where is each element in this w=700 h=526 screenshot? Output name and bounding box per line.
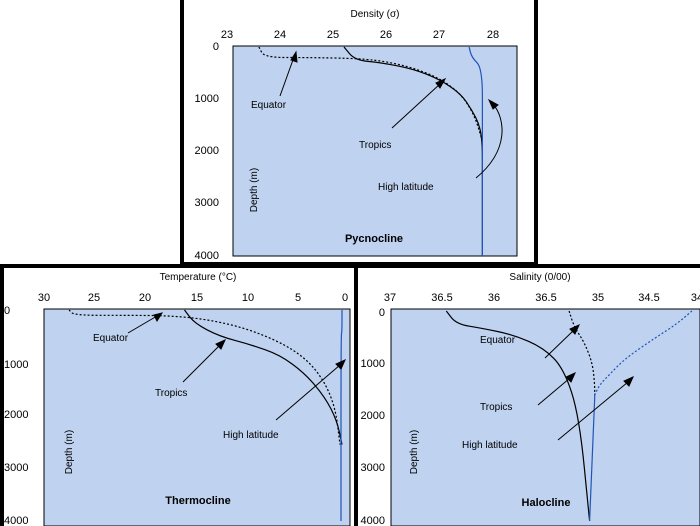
- arrowhead: [569, 324, 580, 335]
- pycnocline-xtick: 23: [221, 29, 233, 41]
- pycnocline-arrows: [279, 50, 503, 179]
- halocline-ytick: 4000: [361, 515, 385, 526]
- pycnocline-xtick: 28: [487, 29, 499, 41]
- pycnocline-ytick: 4000: [195, 250, 219, 262]
- arrowhead: [215, 339, 226, 350]
- pycnocline-label-tropics: Tropics: [359, 140, 391, 151]
- arrow-equator: [279, 56, 295, 97]
- thermocline-xtick: 30: [38, 292, 50, 304]
- pycnocline-label-equator: Equator: [251, 100, 287, 111]
- arrow-tropics: [537, 377, 571, 406]
- halocline-series-deep: [589, 395, 596, 522]
- arrow-high-latitude: [557, 381, 629, 441]
- thermocline-xtick: 10: [242, 292, 254, 304]
- thermocline-xtick: 5: [295, 292, 301, 304]
- arrowhead: [290, 50, 298, 63]
- arrow-high-latitude: [275, 364, 341, 421]
- arrowhead: [435, 77, 447, 89]
- halocline-plot-area: [390, 308, 700, 526]
- arrow-high-latitude: [475, 103, 503, 179]
- thermocline-xlabel: Temperature (°C): [160, 272, 237, 283]
- pycnocline-ytick: 0: [213, 41, 219, 53]
- halocline-title: Halocline: [522, 497, 571, 509]
- halocline-ytick: 2000: [361, 410, 385, 422]
- halocline-label-equator: Equator: [480, 335, 516, 346]
- halocline-xtick: 36: [488, 292, 500, 304]
- halocline-ylabel: Depth (m): [409, 430, 420, 474]
- pycnocline-ytick-group: 0 1000 2000 3000 4000: [195, 41, 219, 262]
- pycnocline-xtick: 24: [274, 29, 286, 41]
- pycnocline-plot-area: [232, 45, 518, 257]
- halocline-xtick: 37: [384, 292, 396, 304]
- arrow-tropics: [182, 344, 221, 383]
- halocline-label-tropics: Tropics: [480, 402, 512, 413]
- pycnocline-ytick: 2000: [195, 145, 219, 157]
- arrow-tropics: [391, 83, 441, 129]
- thermocline-ytick: 1000: [4, 359, 28, 371]
- halocline-xtick: 36.5: [535, 292, 556, 304]
- pycnocline-xtick: 25: [327, 29, 339, 41]
- pycnocline-ytick: 3000: [195, 197, 219, 209]
- arrow-equator: [544, 329, 575, 359]
- pycnocline-label-high-latitude: High latitude: [378, 182, 434, 193]
- halocline-panel: Salinity (0/00) 37 36.5 36 36.5 35 34.5 …: [354, 264, 700, 526]
- halocline-series-group: [445, 310, 693, 522]
- thermocline-xtick: 15: [191, 292, 203, 304]
- thermocline-series-high-latitude: [340, 309, 343, 521]
- thermocline-ytick-group: 0 1000 2000 3000 4000: [4, 305, 28, 526]
- thermocline-ytick: 0: [4, 305, 10, 317]
- halocline-xtick: 35: [592, 292, 604, 304]
- halocline-series-tropics: [445, 310, 591, 522]
- thermocline-arrows: [127, 312, 346, 421]
- arrowhead: [565, 372, 576, 383]
- arrow-equator: [127, 315, 158, 334]
- halocline-ytick: 0: [379, 307, 385, 319]
- thermocline-xtick: 20: [139, 292, 151, 304]
- thermocline-label-tropics: Tropics: [155, 388, 187, 399]
- thermocline-ytick: 4000: [4, 515, 28, 526]
- thermocline-ytick: 3000: [4, 462, 28, 474]
- halocline-ytick: 3000: [361, 462, 385, 474]
- thermocline-plot-area: [43, 308, 351, 526]
- pycnocline-ylabel: Depth (m): [249, 168, 260, 212]
- thermocline-xtick: 25: [88, 292, 100, 304]
- thermocline-ylabel: Depth (m): [64, 430, 75, 474]
- arrowhead: [335, 359, 346, 370]
- halocline-xtick-group: 37 36.5 36 36.5 35 34.5 34: [384, 292, 700, 304]
- pycnocline-ytick: 1000: [195, 93, 219, 105]
- halocline-xtick: 34.5: [638, 292, 659, 304]
- halocline-ytick: 1000: [361, 358, 385, 370]
- halocline-ytick-group: 0 1000 2000 3000 4000: [361, 307, 385, 526]
- thermocline-xtick-group: 30 25 20 15 10 5 0: [38, 292, 348, 304]
- pycnocline-series-high-latitude: [468, 46, 484, 256]
- pycnocline-xtick-group: 23 24 25 26 27 28: [221, 29, 499, 41]
- thermocline-xtick: 0: [342, 292, 348, 304]
- thermocline-label-equator: Equator: [93, 333, 129, 344]
- pycnocline-panel: Density (σ) 23 24 25 26 27 28 0 1000 200…: [180, 0, 538, 266]
- thermocline-ytick: 2000: [4, 409, 28, 421]
- thermocline-title: Thermocline: [165, 495, 230, 507]
- thermocline-series-tropics: [184, 309, 343, 445]
- arrowhead: [487, 98, 499, 110]
- halocline-xtick: 36.5: [431, 292, 452, 304]
- pycnocline-series-group: [258, 46, 484, 256]
- halocline-label-high-latitude: High latitude: [462, 440, 518, 451]
- halocline-arrows: [537, 324, 634, 441]
- halocline-xlabel: Salinity (0/00): [509, 272, 570, 283]
- halocline-series-equator: [568, 310, 596, 395]
- thermocline-series-group: [68, 309, 343, 521]
- pycnocline-title: Pycnocline: [345, 233, 403, 245]
- thermocline-label-high-latitude: High latitude: [223, 430, 279, 441]
- thermocline-series-equator: [68, 309, 341, 445]
- halocline-xtick: 34: [691, 292, 700, 304]
- pycnocline-xlabel: Density (σ): [351, 9, 400, 20]
- arrowhead: [623, 376, 634, 387]
- pycnocline-xtick: 26: [380, 29, 392, 41]
- thermocline-panel: Temperature (°C) 30 25 20 15 10 5 0 0 10…: [0, 264, 358, 526]
- pycnocline-xtick: 27: [433, 29, 445, 41]
- arrowhead: [153, 312, 164, 323]
